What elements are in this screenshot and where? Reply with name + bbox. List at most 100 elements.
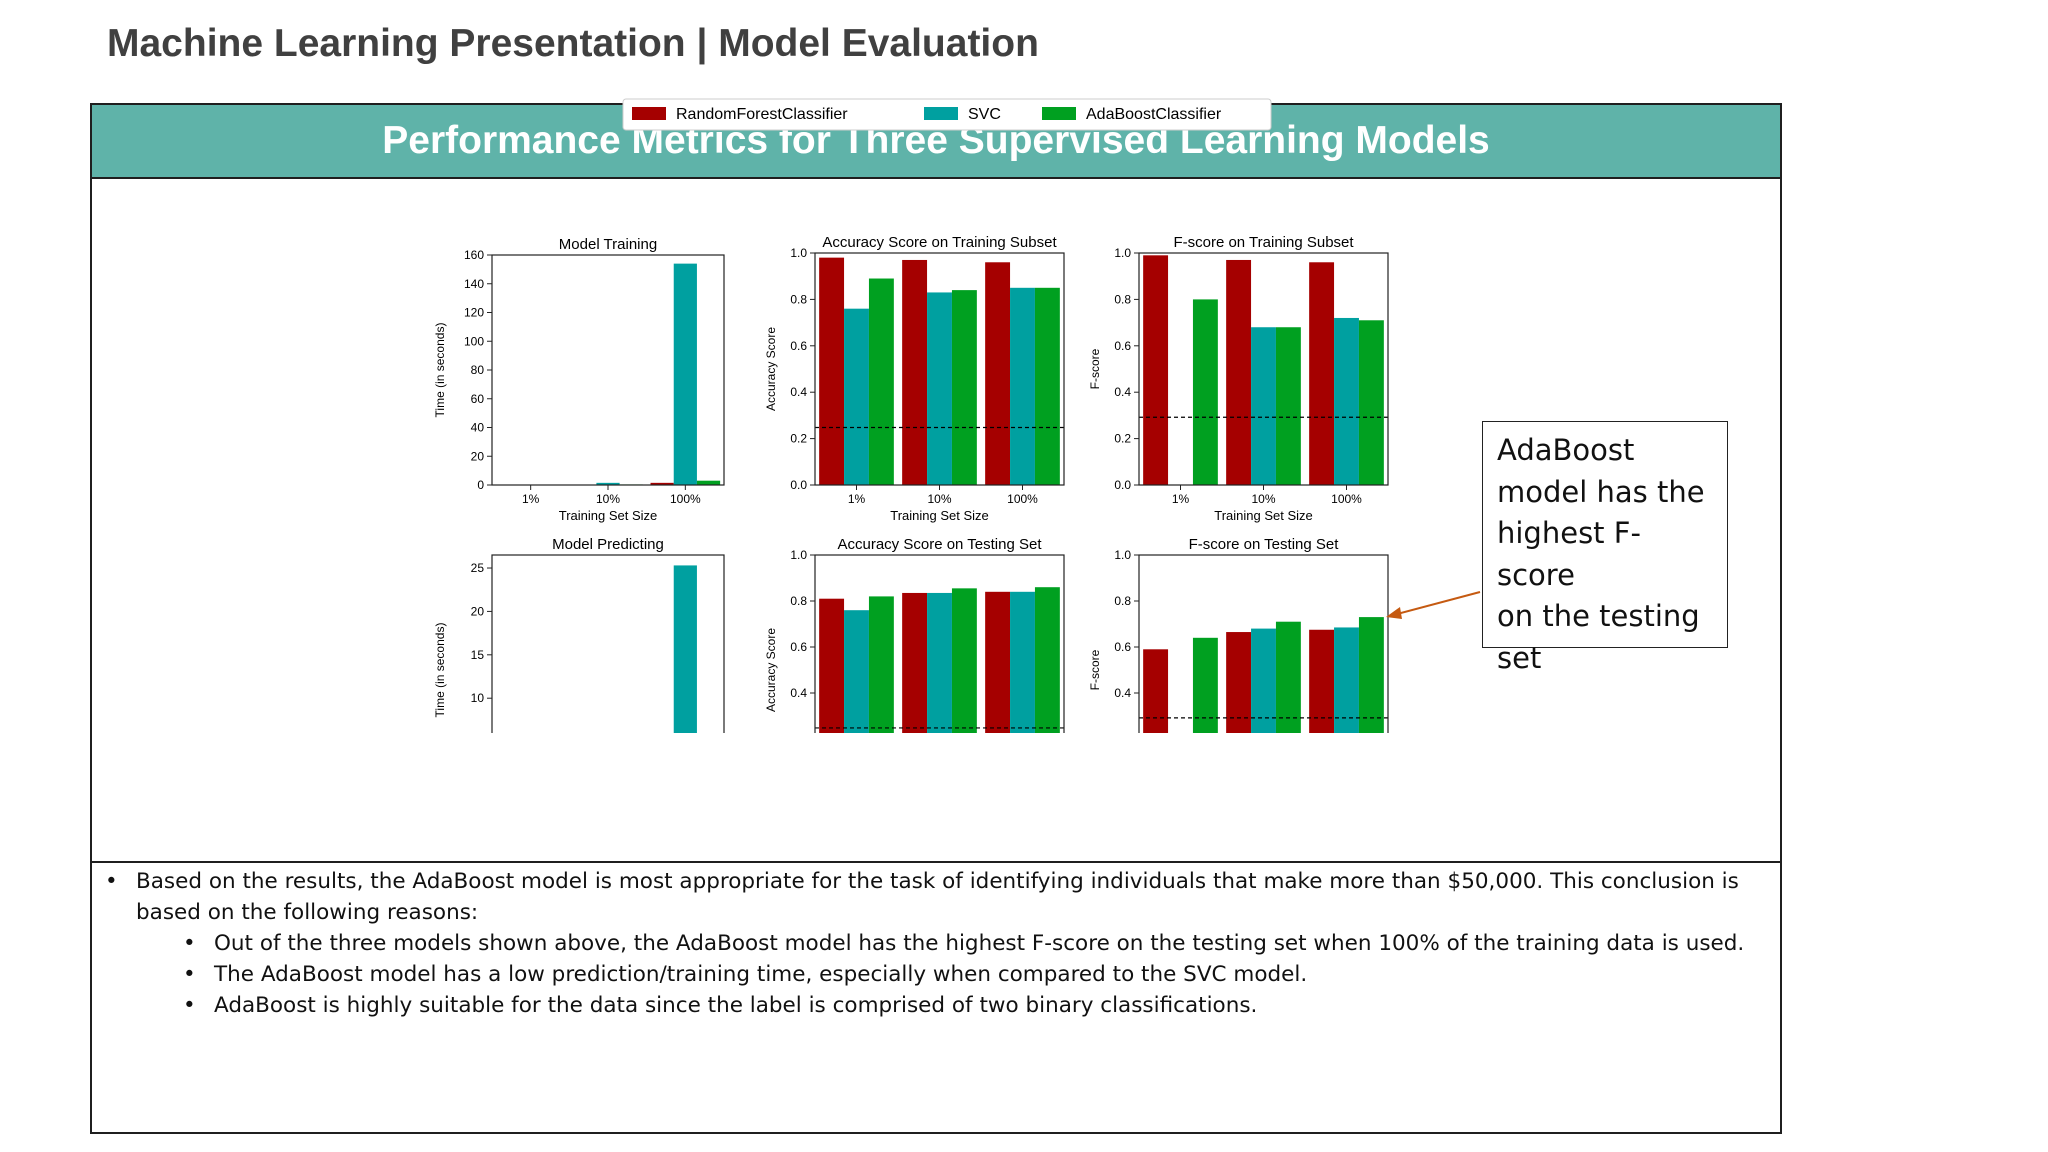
bar xyxy=(1010,591,1035,733)
bar xyxy=(951,588,977,733)
bullet-sub-text: AdaBoost is highly suitable for the data… xyxy=(214,993,1258,1018)
subplot-title: Accuracy Score on Training Subset xyxy=(822,234,1057,251)
y-tick-label: 0.4 xyxy=(1114,686,1131,700)
x-axis-label: Training Set Size xyxy=(559,508,658,523)
y-tick-label: 0.8 xyxy=(1114,594,1131,608)
y-tick-label: 10 xyxy=(471,691,485,705)
callout-line: highest F-score xyxy=(1497,516,1641,592)
bullet-main-text: Based on the results, the AdaBoost model… xyxy=(136,869,1739,925)
subplot-title: F-score on Training Subset xyxy=(1173,234,1354,251)
x-tick-label: 10% xyxy=(596,492,620,506)
legend-label: AdaBoostClassifier xyxy=(1086,106,1222,123)
legend-swatch xyxy=(924,107,958,120)
y-tick-label: 0.6 xyxy=(1114,640,1131,654)
x-tick-label: 100% xyxy=(1331,492,1362,506)
y-axis-label: F-score xyxy=(1088,348,1102,389)
bar xyxy=(1309,629,1335,733)
y-tick-label: 160 xyxy=(464,248,484,262)
bullet-sub-text: Out of the three models shown above, the… xyxy=(214,931,1745,956)
y-tick-label: 0.2 xyxy=(790,732,807,733)
x-tick-label: 100% xyxy=(670,492,701,506)
y-tick-label: 0 xyxy=(477,478,484,492)
bar xyxy=(1192,299,1218,485)
bar xyxy=(673,565,697,733)
conclusion-bullets: • Based on the results, the AdaBoost mode… xyxy=(100,866,1780,1021)
y-tick-label: 120 xyxy=(464,306,484,320)
bar xyxy=(1275,327,1301,485)
bullet-sub: • Out of the three models shown above, th… xyxy=(183,931,1745,956)
x-tick-label: 100% xyxy=(1007,492,1038,506)
callout-line: AdaBoost xyxy=(1497,433,1635,467)
y-tick-label: 40 xyxy=(471,421,485,435)
x-axis-label: Training Set Size xyxy=(890,508,989,523)
page-title: Machine Learning Presentation | Model Ev… xyxy=(107,22,1039,65)
y-tick-label: 0.4 xyxy=(790,686,807,700)
bar xyxy=(951,290,977,485)
bar xyxy=(650,482,674,485)
bar xyxy=(1358,320,1384,485)
x-tick-label: 1% xyxy=(848,492,866,506)
bar xyxy=(1251,628,1276,733)
y-tick-label: 20 xyxy=(471,449,485,463)
y-axis-label: Accuracy Score xyxy=(764,628,778,712)
bar xyxy=(1192,637,1218,733)
x-tick-label: 10% xyxy=(927,492,951,506)
y-axis-label: Accuracy Score xyxy=(764,327,778,411)
y-tick-label: 100 xyxy=(464,334,484,348)
y-tick-label: 0.2 xyxy=(1114,432,1131,446)
legend-swatch xyxy=(1042,107,1076,120)
bar xyxy=(927,592,952,733)
y-tick-label: 140 xyxy=(464,277,484,291)
y-axis-label: F-score xyxy=(1088,649,1102,690)
bar xyxy=(902,259,928,485)
bar xyxy=(1226,632,1252,733)
chart-layer: 0 20 40 60 80 100 120 140 160 1% 10% 100% Training S… xyxy=(433,234,1389,733)
bar xyxy=(844,610,869,733)
y-tick-label: 0.8 xyxy=(1114,292,1131,306)
bar xyxy=(819,257,845,485)
section-divider xyxy=(92,861,1780,863)
subplot-title: F-score on Testing Set xyxy=(1189,536,1340,553)
callout-line: set xyxy=(1497,640,1542,675)
y-tick-label: 15 xyxy=(471,648,485,662)
y-tick-label: 0.2 xyxy=(1114,732,1131,733)
bar xyxy=(1251,327,1276,485)
x-axis-label: Training Set Size xyxy=(1214,508,1313,523)
y-axis-label: Time (in seconds) xyxy=(433,323,447,418)
y-tick-label: 0.0 xyxy=(1114,478,1131,492)
bar xyxy=(1143,255,1169,485)
x-tick-label: 1% xyxy=(522,492,540,506)
bar xyxy=(985,591,1011,733)
bar xyxy=(927,292,952,485)
bullet-sub-text: The AdaBoost model has a low prediction/… xyxy=(214,962,1308,987)
y-axis-label: Time (in seconds) xyxy=(433,623,447,718)
subplot-title: Model Predicting xyxy=(552,536,664,553)
legend-label: SVC xyxy=(968,106,1001,123)
subplot-title: Model Training xyxy=(559,236,657,253)
bar xyxy=(1334,627,1359,733)
y-tick-label: 1.0 xyxy=(790,548,807,562)
bar xyxy=(1309,262,1335,485)
y-tick-label: 0.2 xyxy=(790,432,807,446)
subplot-title: Accuracy Score on Testing Set xyxy=(838,536,1043,553)
bar xyxy=(673,263,697,485)
callout-box: AdaBoost model has the highest F-score on t… xyxy=(1482,421,1728,675)
y-tick-label: 0.6 xyxy=(790,339,807,353)
y-tick-label: 20 xyxy=(471,604,485,618)
bar xyxy=(985,262,1011,485)
legend-swatch xyxy=(632,107,666,120)
bar xyxy=(868,596,894,733)
y-tick-label: 0.4 xyxy=(1114,385,1131,399)
y-tick-label: 0.8 xyxy=(790,292,807,306)
y-tick-label: 0.6 xyxy=(1114,339,1131,353)
bar xyxy=(1226,259,1252,485)
y-tick-label: 80 xyxy=(471,363,485,377)
y-tick-label: 0.4 xyxy=(790,385,807,399)
bar xyxy=(596,482,620,485)
bar xyxy=(844,308,869,485)
bar xyxy=(902,592,928,733)
bar xyxy=(1034,587,1060,733)
legend-label: RandomForestClassifier xyxy=(676,106,848,123)
bar xyxy=(1334,317,1359,485)
y-tick-label: 25 xyxy=(471,561,485,575)
